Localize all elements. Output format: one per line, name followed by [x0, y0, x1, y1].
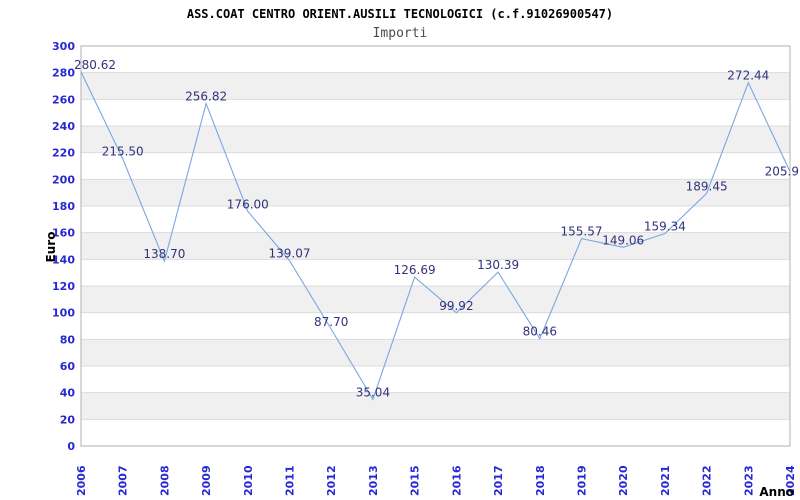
x-tick-label: 2015: [409, 465, 422, 496]
grid-band: [81, 232, 790, 260]
y-axis-title: Euro: [44, 232, 58, 263]
y-tick-label: 80: [60, 333, 76, 346]
x-axis-title: Anno: [759, 485, 794, 499]
y-tick-label: 160: [52, 227, 75, 240]
x-tick-label: 2007: [117, 465, 130, 496]
y-tick-label: 300: [52, 40, 75, 53]
x-tick-label: 2020: [617, 465, 630, 496]
y-tick-label: 0: [67, 440, 75, 453]
x-tick-label: 2011: [284, 465, 297, 496]
data-point-label: 176.00: [227, 197, 269, 211]
x-tick-label: 2024: [784, 465, 797, 496]
y-tick-label: 40: [60, 387, 76, 400]
data-point-labels: 280.62 215.50 138.70 256.82 176.00 139.07 87.7…: [74, 58, 799, 399]
data-point-label: 149.06: [602, 233, 644, 247]
x-tick-label: 2012: [325, 465, 338, 496]
grid-band: [81, 72, 790, 100]
x-tick-label: 2013: [367, 465, 380, 496]
y-tick-label: 120: [52, 280, 75, 293]
x-tick-label: 2023: [742, 465, 755, 496]
x-axis-tick-labels: 2006 2007 2008 2009 2010 2011 2012 2013 2015 2016…: [75, 465, 797, 496]
chart-subtitle: Importi: [372, 26, 428, 41]
x-tick-label: 2018: [534, 465, 547, 496]
y-tick-label: 220: [52, 147, 75, 160]
x-tick-label: 2022: [701, 465, 714, 496]
x-tick-label: 2010: [242, 465, 255, 496]
x-tick-label: 2019: [575, 465, 588, 496]
data-point-label: 272.44: [727, 69, 769, 83]
data-point-label: 155.57: [561, 225, 603, 239]
data-point-label: 215.50: [102, 145, 144, 159]
data-point-label: 35.04: [356, 385, 390, 399]
data-point-label: 256.82: [185, 90, 227, 104]
data-point-label: 139.07: [269, 247, 311, 261]
gridlines: [81, 72, 790, 420]
y-tick-label: 260: [52, 93, 75, 106]
data-point-label: 99.92: [439, 299, 473, 313]
x-tick-label: 2006: [75, 465, 88, 496]
x-tick-label: 2016: [450, 465, 463, 496]
data-point-label: 80.46: [523, 325, 557, 339]
data-point-label: 130.39: [477, 258, 519, 272]
data-line: [80, 71, 791, 401]
data-point-label: 138.70: [143, 247, 185, 261]
data-point-label: 205.9: [765, 165, 799, 179]
y-tick-label: 180: [52, 200, 75, 213]
grid-band: [81, 339, 790, 366]
y-tick-label: 280: [52, 67, 75, 80]
grid-band: [81, 179, 790, 206]
chart-title: ASS.COAT CENTRO ORIENT.AUSILI TECNOLOGIC…: [186, 7, 614, 21]
data-point-label: 189.45: [686, 179, 728, 193]
grid-band: [81, 286, 790, 313]
data-point-label: 87.70: [314, 315, 348, 329]
grid-band: [81, 126, 790, 153]
data-point-label: 126.69: [394, 263, 436, 277]
y-tick-label: 140: [52, 253, 75, 266]
plot-border: [80, 45, 791, 447]
y-tick-label: 100: [52, 307, 75, 320]
x-tick-label: 2008: [158, 465, 171, 496]
y-tick-label: 200: [52, 173, 75, 186]
grid-band: [81, 392, 790, 420]
data-point-label: 280.62: [74, 58, 116, 72]
y-tick-label: 240: [52, 120, 75, 133]
x-tick-label: 2017: [492, 465, 505, 496]
y-axis-tick-labels: 0 20 40 60 80 100 120 140 160 180 200 220 240 260 280 3…: [52, 40, 75, 453]
x-tick-label: 2021: [659, 465, 672, 496]
data-point-label: 159.34: [644, 220, 686, 234]
x-tick-label: 2009: [200, 465, 213, 496]
y-tick-label: 60: [60, 360, 76, 373]
grid-bands: [81, 72, 790, 420]
y-tick-label: 20: [60, 413, 76, 426]
